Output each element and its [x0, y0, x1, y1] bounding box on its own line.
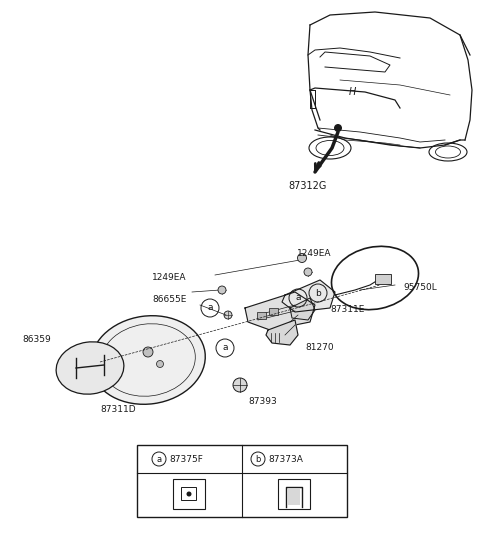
Text: a: a — [295, 294, 301, 302]
Text: 87312G: 87312G — [289, 181, 327, 191]
Text: 87373A: 87373A — [268, 455, 303, 464]
Text: H: H — [348, 87, 356, 97]
Circle shape — [156, 360, 164, 367]
Circle shape — [233, 378, 247, 392]
Text: 1249EA: 1249EA — [297, 250, 332, 258]
Circle shape — [187, 492, 192, 497]
Bar — [278, 479, 310, 509]
Text: 87375F: 87375F — [169, 455, 203, 464]
Text: 95750L: 95750L — [403, 284, 437, 293]
Text: a: a — [222, 343, 228, 352]
Text: 1249EA: 1249EA — [152, 273, 187, 282]
Circle shape — [304, 268, 312, 276]
Polygon shape — [245, 292, 315, 330]
Text: 87311D: 87311D — [100, 406, 136, 414]
Text: b: b — [315, 288, 321, 298]
Circle shape — [224, 311, 232, 319]
Text: a: a — [156, 455, 162, 464]
Bar — [173, 479, 205, 509]
Text: 81270: 81270 — [305, 343, 334, 352]
Text: 87311E: 87311E — [330, 306, 364, 315]
Circle shape — [298, 253, 307, 263]
Circle shape — [143, 347, 153, 357]
Bar — [375, 274, 391, 284]
Polygon shape — [282, 280, 335, 312]
Text: 86655E: 86655E — [152, 295, 186, 305]
Ellipse shape — [91, 316, 205, 404]
Text: a: a — [207, 303, 213, 313]
Bar — [288, 489, 300, 505]
Bar — [269, 308, 278, 315]
Text: b: b — [255, 455, 261, 464]
Circle shape — [218, 286, 226, 294]
Bar — [181, 487, 196, 500]
Text: 87393: 87393 — [248, 398, 277, 407]
Polygon shape — [266, 320, 298, 345]
Text: 86359: 86359 — [22, 336, 51, 344]
Bar — [137, 445, 347, 517]
Polygon shape — [290, 298, 315, 320]
Ellipse shape — [56, 342, 124, 394]
Circle shape — [334, 124, 342, 132]
Bar — [257, 312, 266, 319]
